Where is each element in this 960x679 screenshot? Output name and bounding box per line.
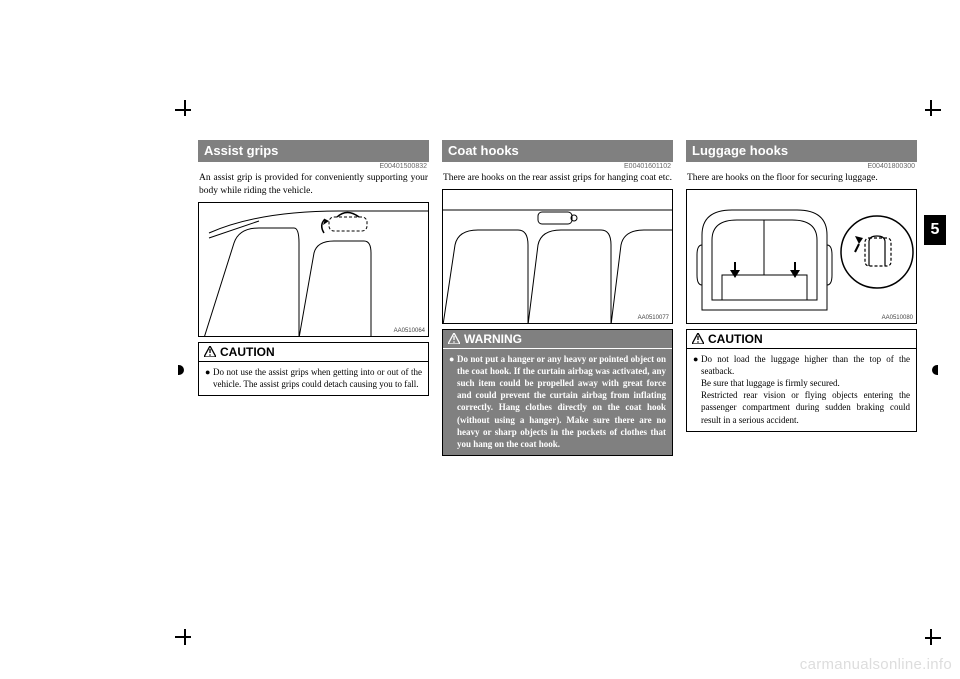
content-columns: Assist grips E00401500832 An assist grip… bbox=[198, 140, 918, 456]
column-luggage-hooks: Luggage hooks E00401800300 There are hoo… bbox=[686, 140, 917, 456]
section-header: Luggage hooks bbox=[686, 140, 917, 162]
page-tab: 5 bbox=[924, 215, 946, 245]
figure-code: AA0510064 bbox=[394, 328, 425, 334]
warning-text: Do not put a hanger or any heavy or poin… bbox=[457, 353, 666, 450]
caution-text-line: Restricted rear vision or flying objects… bbox=[701, 389, 910, 425]
figure-luggage-hook: AA0510080 bbox=[686, 189, 917, 324]
watermark: carmanualsonline.info bbox=[800, 656, 952, 673]
column-assist-grips: Assist grips E00401500832 An assist grip… bbox=[198, 140, 429, 456]
caution-title: CAUTION bbox=[220, 345, 275, 359]
crop-mark bbox=[925, 637, 941, 639]
warning-header: WARNING bbox=[443, 330, 672, 349]
warning-triangle-icon bbox=[204, 346, 216, 357]
crop-mark bbox=[184, 100, 186, 116]
section-header: Assist grips bbox=[198, 140, 429, 162]
caution-header: CAUTION bbox=[199, 343, 428, 362]
column-coat-hooks: Coat hooks E00401601102 There are hooks … bbox=[442, 140, 673, 456]
crop-mark bbox=[930, 629, 932, 645]
figure-code: AA0510077 bbox=[638, 315, 669, 321]
warning-triangle-icon bbox=[692, 333, 704, 344]
figure-assist-grip: AA0510064 bbox=[198, 202, 429, 337]
caution-body: ● Do not load the luggage higher than th… bbox=[687, 349, 916, 431]
warning-body: ● Do not put a hanger or any heavy or po… bbox=[443, 349, 672, 455]
section-code: E00401500832 bbox=[198, 162, 429, 172]
caution-title: CAUTION bbox=[708, 332, 763, 346]
crop-mark bbox=[930, 100, 932, 116]
caution-box: CAUTION ● Do not load the luggage higher… bbox=[686, 329, 917, 432]
section-code: E00401601102 bbox=[442, 162, 673, 172]
crop-mark bbox=[184, 629, 186, 645]
section-intro: There are hooks on the rear assist grips… bbox=[442, 172, 673, 189]
section-intro: There are hooks on the floor for securin… bbox=[686, 172, 917, 189]
caution-text-line: Be sure that luggage is firmly secured. bbox=[701, 377, 910, 389]
register-mark bbox=[178, 365, 184, 375]
section-header: Coat hooks bbox=[442, 140, 673, 162]
caution-text: Do not load the luggage higher than the … bbox=[701, 353, 910, 377]
section-intro: An assist grip is provided for convenien… bbox=[198, 172, 429, 202]
section-code: E00401800300 bbox=[686, 162, 917, 172]
warning-box: WARNING ● Do not put a hanger or any hea… bbox=[442, 329, 673, 456]
bullet-icon: ● bbox=[205, 366, 210, 390]
crop-mark bbox=[175, 636, 191, 638]
caution-text: Do not use the assist grips when getting… bbox=[213, 366, 422, 390]
crop-mark bbox=[175, 109, 191, 111]
figure-code: AA0510080 bbox=[882, 315, 913, 321]
figure-coat-hook: AA0510077 bbox=[442, 189, 673, 324]
caution-body: ● Do not use the assist grips when getti… bbox=[199, 362, 428, 395]
warning-title: WARNING bbox=[464, 332, 522, 346]
bullet-icon: ● bbox=[693, 353, 698, 377]
bullet-icon: ● bbox=[449, 353, 454, 450]
warning-triangle-icon bbox=[448, 333, 460, 344]
crop-mark bbox=[925, 109, 941, 111]
caution-header: CAUTION bbox=[687, 330, 916, 349]
caution-box: CAUTION ● Do not use the assist grips wh… bbox=[198, 342, 429, 396]
register-mark bbox=[932, 365, 938, 375]
